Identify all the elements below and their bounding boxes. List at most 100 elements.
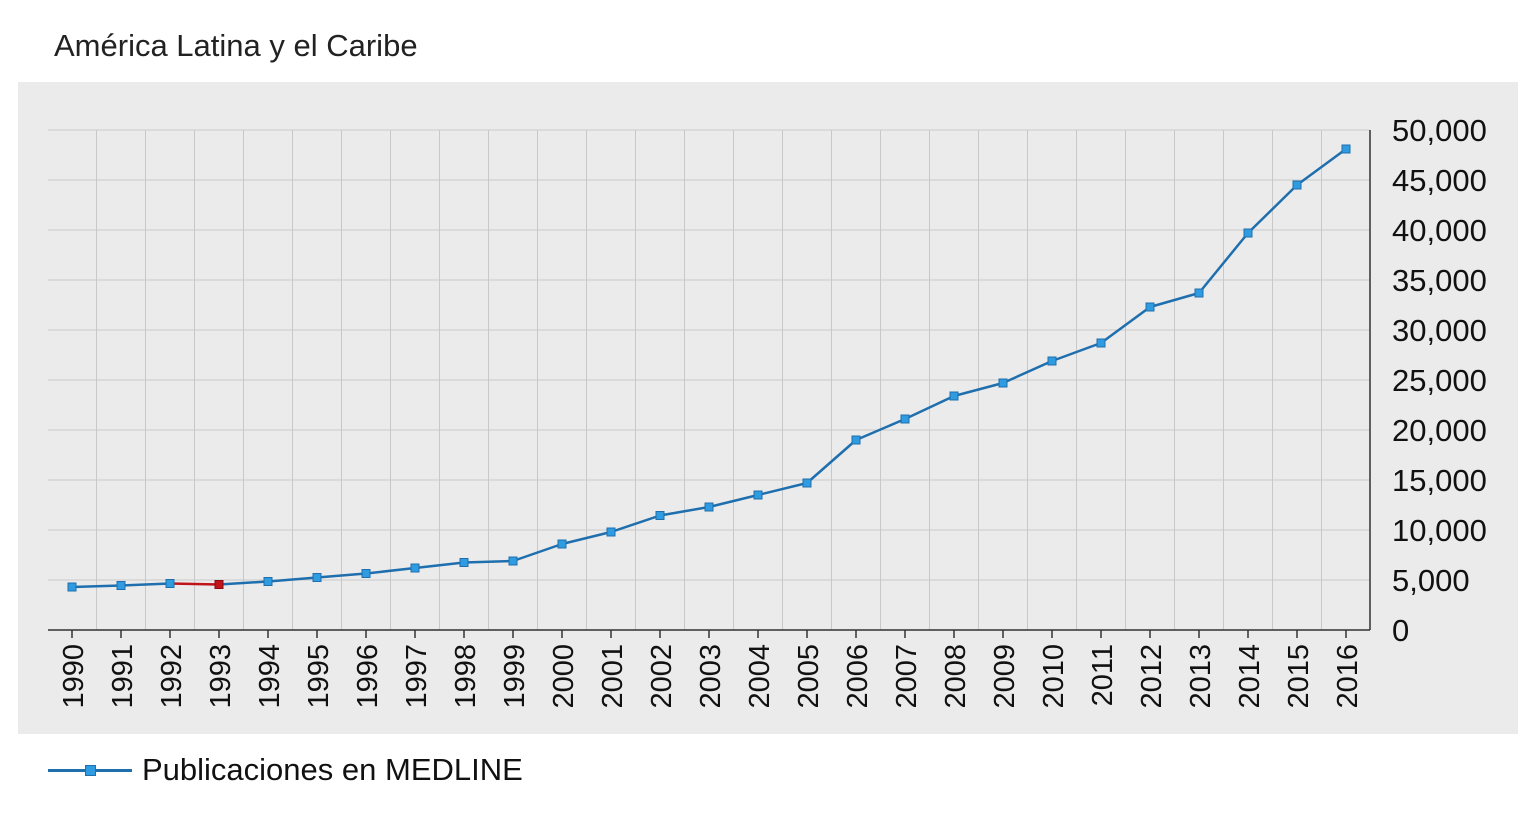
data-point bbox=[655, 511, 665, 520]
legend-swatch bbox=[48, 748, 132, 792]
x-tick-label: 2005 bbox=[793, 644, 825, 709]
series-line-segment bbox=[266, 576, 319, 583]
x-tick-label: 1992 bbox=[156, 644, 188, 709]
series-line-segment bbox=[560, 530, 613, 546]
chart-panel bbox=[18, 82, 1518, 734]
data-point bbox=[263, 577, 273, 586]
data-point bbox=[1243, 228, 1253, 238]
legend-label: Publicaciones en MEDLINE bbox=[142, 752, 523, 787]
series-line-segment bbox=[1001, 359, 1054, 385]
x-tick-label: 2007 bbox=[891, 644, 923, 709]
data-point bbox=[508, 556, 518, 566]
data-point bbox=[606, 527, 616, 537]
x-tick-label: 2004 bbox=[744, 644, 776, 709]
grid-lines bbox=[48, 129, 1370, 631]
y-tick-label: 30,000 bbox=[1392, 313, 1487, 348]
data-point bbox=[704, 502, 714, 512]
data-point bbox=[1341, 144, 1351, 154]
data-point bbox=[1047, 356, 1057, 366]
series-line-segment bbox=[364, 566, 417, 575]
series-line-segment bbox=[707, 493, 760, 509]
x-tick-label: 2015 bbox=[1283, 644, 1315, 709]
y-tick-label: 40,000 bbox=[1392, 213, 1487, 248]
series-line-segment bbox=[658, 505, 711, 517]
series-line-segment bbox=[805, 438, 858, 485]
data-point bbox=[557, 539, 567, 549]
data-point bbox=[1145, 302, 1155, 312]
x-tick-label: 2013 bbox=[1185, 644, 1217, 709]
x-tick-label: 2014 bbox=[1234, 644, 1266, 709]
data-point bbox=[459, 558, 469, 567]
series-line-segment bbox=[903, 394, 956, 421]
data-point bbox=[312, 573, 322, 582]
y-tick-label: 10,000 bbox=[1392, 513, 1487, 548]
y-tick-label: 15,000 bbox=[1392, 463, 1487, 498]
data-point bbox=[165, 579, 175, 588]
data-point bbox=[900, 414, 910, 424]
x-tick-label: 1996 bbox=[352, 644, 384, 709]
x-tick-label: 2010 bbox=[1038, 644, 1070, 709]
series-line-segment bbox=[1197, 231, 1250, 295]
data-point bbox=[949, 391, 959, 401]
data-point bbox=[214, 580, 224, 589]
data-point bbox=[67, 582, 77, 592]
x-tick-label: 2002 bbox=[646, 644, 678, 709]
y-tick-label: 35,000 bbox=[1392, 263, 1487, 298]
series-line-segment bbox=[70, 584, 123, 589]
y-tick-label: 45,000 bbox=[1392, 163, 1487, 198]
series-line-segment bbox=[1246, 183, 1299, 235]
x-tick-label: 1990 bbox=[58, 644, 90, 709]
data-point bbox=[998, 378, 1008, 388]
series-line-segment bbox=[952, 381, 1005, 398]
y-tick-label: 20,000 bbox=[1392, 413, 1487, 448]
data-point bbox=[753, 490, 763, 500]
chart-title: América Latina y el Caribe bbox=[54, 28, 418, 63]
legend-marker-icon bbox=[85, 765, 96, 776]
series-line-segment bbox=[756, 481, 809, 497]
series-line-segment bbox=[1050, 341, 1103, 363]
series-line-segment bbox=[168, 582, 221, 586]
series-line-segment bbox=[462, 559, 515, 564]
series-line-segment bbox=[315, 572, 368, 579]
series-line-segment bbox=[119, 582, 172, 587]
x-tick-label: 2009 bbox=[989, 644, 1021, 709]
data-point bbox=[851, 435, 861, 445]
x-tick-label: 1998 bbox=[450, 644, 482, 709]
series-line-segment bbox=[217, 580, 270, 586]
series-line-segment bbox=[413, 561, 466, 570]
data-point bbox=[116, 581, 126, 590]
series-line-segment bbox=[1148, 291, 1201, 309]
series-publicaciones bbox=[70, 147, 1348, 589]
x-tick-label: 1991 bbox=[107, 644, 139, 709]
y-tick-label: 5,000 bbox=[1392, 563, 1470, 598]
data-point bbox=[1292, 180, 1302, 190]
series-line-segment bbox=[854, 417, 907, 442]
x-tick-label: 1997 bbox=[401, 644, 433, 709]
legend: Publicaciones en MEDLINE bbox=[48, 748, 523, 792]
series-line-segment bbox=[1295, 147, 1348, 187]
data-point bbox=[410, 563, 420, 573]
data-point bbox=[1194, 288, 1204, 298]
x-tick-label: 2006 bbox=[842, 644, 874, 709]
x-tick-label: 1995 bbox=[303, 644, 335, 709]
tick-labels: 1990 1991 1992 1993 1994 1995 1996 1997 1998 1999… bbox=[58, 113, 1487, 709]
x-tick-label: 1994 bbox=[254, 644, 286, 709]
series-line-segment bbox=[609, 514, 662, 534]
y-tick-label: 25,000 bbox=[1392, 363, 1487, 398]
x-tick-label: 2011 bbox=[1087, 644, 1119, 706]
data-point bbox=[1096, 338, 1106, 348]
x-tick-label: 2000 bbox=[548, 644, 580, 709]
series-line-segment bbox=[511, 542, 564, 563]
x-tick-label: 2008 bbox=[940, 644, 972, 709]
x-tick-label: 2001 bbox=[597, 644, 629, 709]
data-point bbox=[802, 478, 812, 488]
y-tick-label: 0 bbox=[1392, 613, 1409, 648]
data-point bbox=[361, 569, 371, 578]
x-tick-label: 1993 bbox=[205, 644, 237, 709]
x-tick-label: 2016 bbox=[1332, 644, 1364, 709]
series-line-segment bbox=[1099, 305, 1152, 345]
x-tick-label: 1999 bbox=[499, 644, 531, 709]
x-tick-label: 2003 bbox=[695, 644, 727, 709]
y-tick-label: 50,000 bbox=[1392, 113, 1487, 148]
